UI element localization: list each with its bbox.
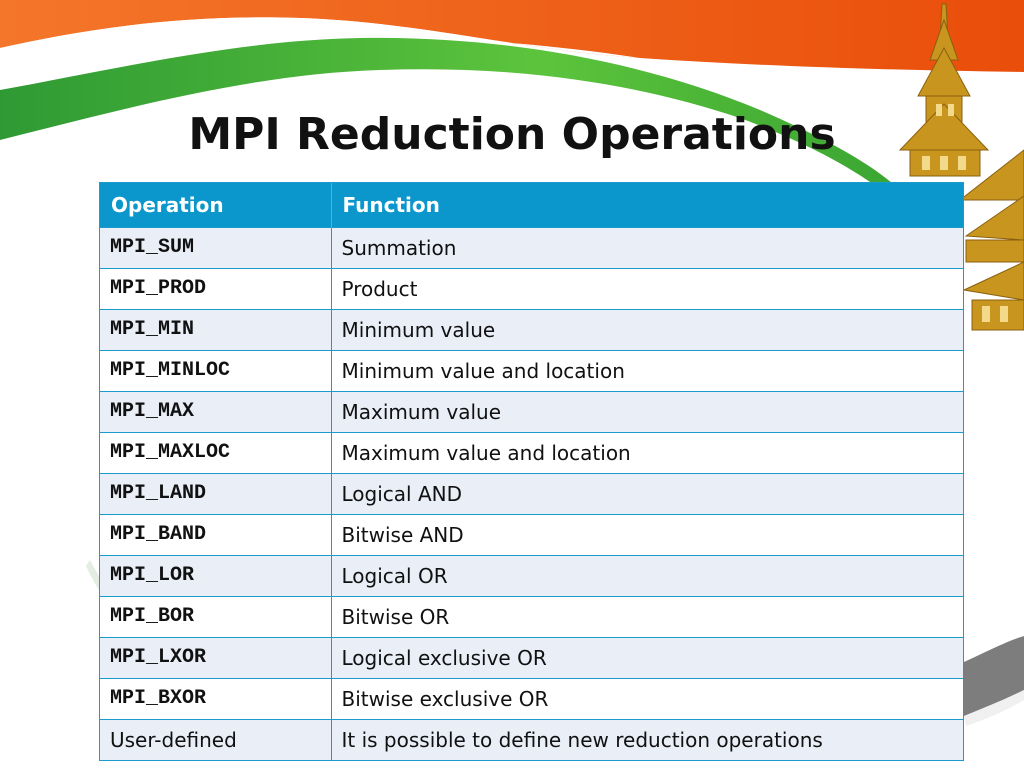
operation-cell: MPI_LXOR <box>100 636 332 678</box>
function-cell: Logical exclusive OR <box>331 636 963 678</box>
header-operation: Operation <box>100 183 332 227</box>
function-cell: Logical AND <box>331 472 963 514</box>
operation-cell: MPI_MIN <box>100 308 332 350</box>
function-cell: Bitwise exclusive OR <box>331 677 963 719</box>
table-row: MPI_PROD Product <box>100 267 963 309</box>
gray-swoosh-band <box>960 636 1024 716</box>
function-cell: Maximum value <box>331 390 963 432</box>
table-row: MPI_MINLOC Minimum value and location <box>100 349 963 391</box>
temple-roof-illustration-icon <box>898 3 1024 331</box>
function-cell: Product <box>331 267 963 309</box>
operation-cell: MPI_BOR <box>100 595 332 637</box>
function-cell: It is possible to define new reduction o… <box>331 718 963 760</box>
operation-cell: MPI_MAX <box>100 390 332 432</box>
function-cell: Minimum value and location <box>331 349 963 391</box>
table-row: MPI_MAXLOC Maximum value and location <box>100 431 963 473</box>
operation-cell: MPI_LOR <box>100 554 332 596</box>
function-cell: Minimum value <box>331 308 963 350</box>
table-row: User-defined It is possible to define ne… <box>100 718 963 760</box>
operation-cell: MPI_MINLOC <box>100 349 332 391</box>
table-row: MPI_BAND Bitwise AND <box>100 513 963 555</box>
function-cell: Summation <box>331 226 963 268</box>
table-row: MPI_BOR Bitwise OR <box>100 595 963 637</box>
function-cell: Bitwise OR <box>331 595 963 637</box>
function-cell: Maximum value and location <box>331 431 963 473</box>
table-row: MPI_MIN Minimum value <box>100 308 963 350</box>
table-row: MPI_LXOR Logical exclusive OR <box>100 636 963 678</box>
function-cell: Bitwise AND <box>331 513 963 555</box>
table-row: MPI_LOR Logical OR <box>100 554 963 596</box>
operation-cell: User-defined <box>100 718 332 760</box>
table-row: MPI_BXOR Bitwise exclusive OR <box>100 677 963 719</box>
operation-cell: MPI_SUM <box>100 226 332 268</box>
operation-cell: MPI_BXOR <box>100 677 332 719</box>
reduction-operations-table: Operation Function MPI_SUM Summation MPI… <box>100 183 963 760</box>
table-row: MPI_MAX Maximum value <box>100 390 963 432</box>
operation-cell: MPI_LAND <box>100 472 332 514</box>
function-cell: Logical OR <box>331 554 963 596</box>
slide-title: MPI Reduction Operations <box>188 109 836 160</box>
operation-cell: MPI_PROD <box>100 267 332 309</box>
green-wave-band <box>0 37 900 193</box>
orange-wave-band <box>0 0 1024 72</box>
table-header-row: Operation Function <box>100 183 963 227</box>
header-function: Function <box>331 183 963 227</box>
table-row: MPI_LAND Logical AND <box>100 472 963 514</box>
table-row: MPI_SUM Summation <box>100 226 963 268</box>
operation-cell: MPI_BAND <box>100 513 332 555</box>
operations-table: Operation Function MPI_SUM Summation MPI… <box>100 183 963 760</box>
operation-cell: MPI_MAXLOC <box>100 431 332 473</box>
